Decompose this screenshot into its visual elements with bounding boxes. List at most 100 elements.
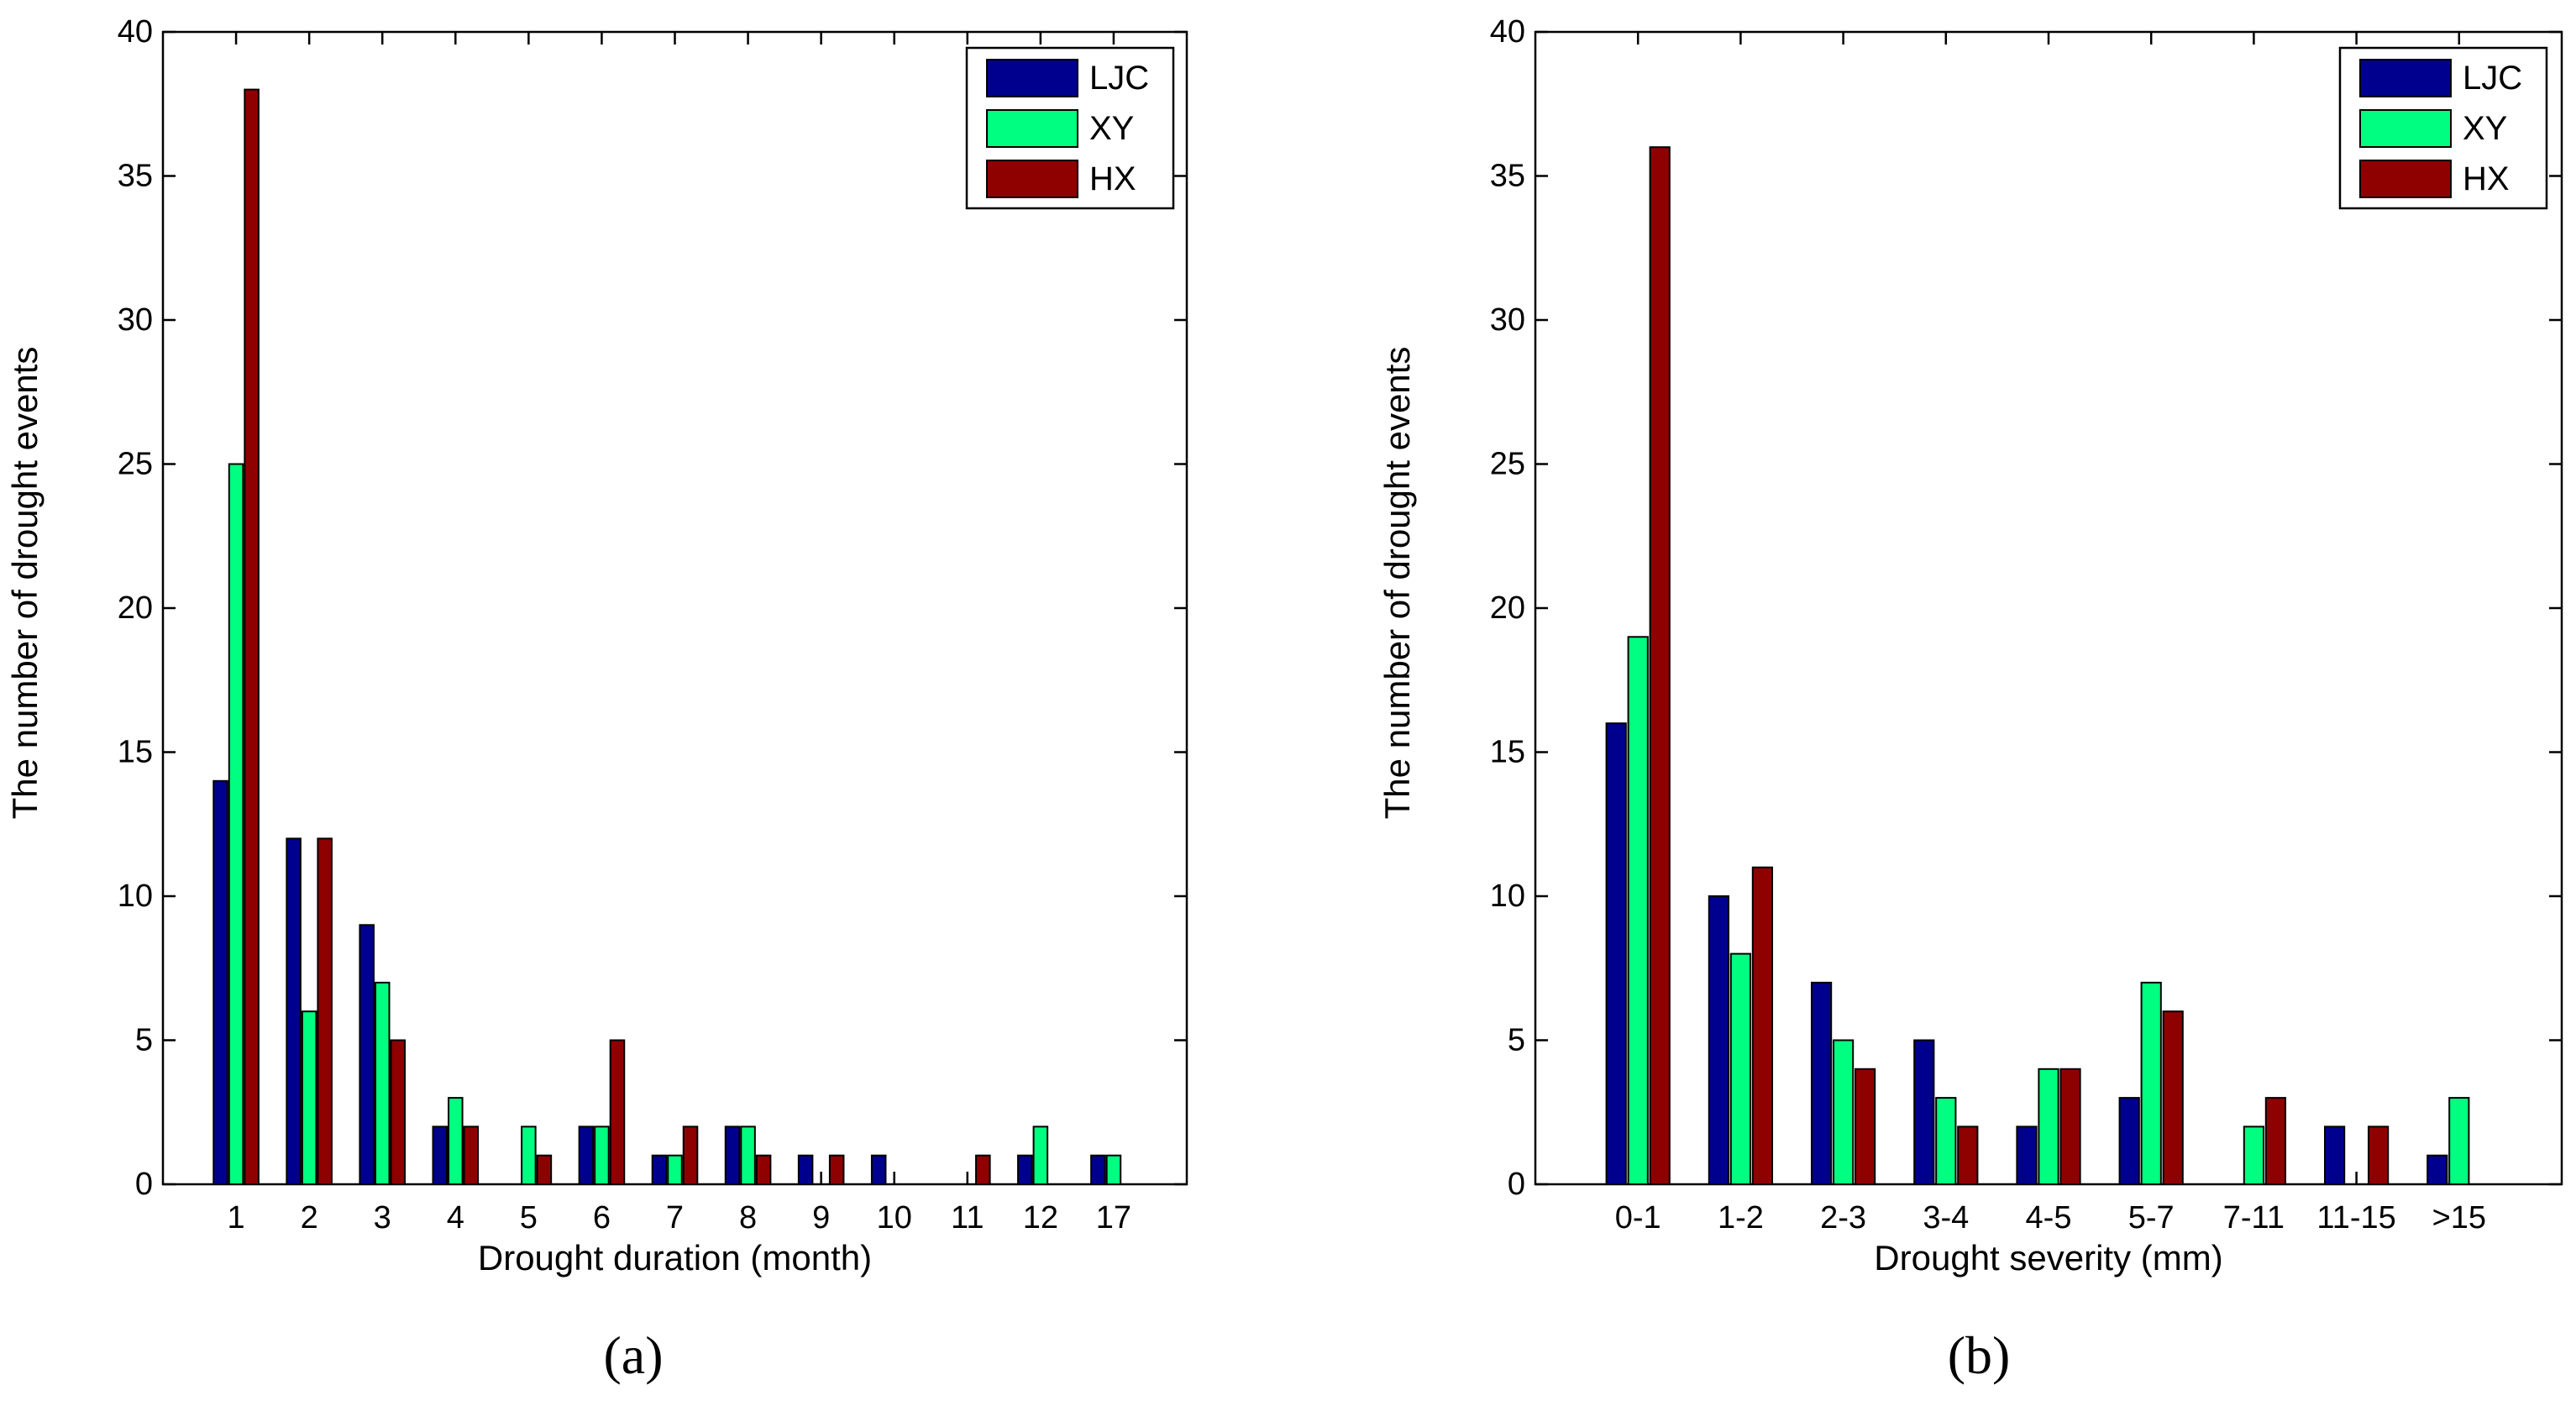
bar-xy — [1832, 1039, 1855, 1185]
x-tick-label: 12 — [1023, 1200, 1058, 1236]
bar-xy — [2243, 1125, 2265, 1186]
y-tick-label: 15 — [1490, 735, 1525, 770]
plot-area — [1534, 30, 2563, 1186]
legend-swatch-hx — [986, 160, 1078, 198]
bar-ljc — [1090, 1154, 1106, 1185]
x-tick-label: 17 — [1096, 1200, 1131, 1236]
y-tick-label: 35 — [118, 159, 153, 194]
bar-ljc — [432, 1125, 449, 1186]
x-tick-label: 5-7 — [2128, 1200, 2175, 1236]
bar-ljc — [578, 1125, 595, 1186]
y-tick-label: 5 — [135, 1023, 153, 1058]
y-tick-label: 30 — [118, 302, 153, 338]
legend-label-ljc: LJC — [2463, 60, 2522, 97]
bar-hx — [755, 1154, 772, 1185]
bar-xy — [740, 1125, 756, 1186]
bar-ljc — [1708, 895, 1730, 1185]
x-tick-label: 4 — [447, 1200, 464, 1236]
panel-caption: (b) — [1948, 1325, 2011, 1385]
x-tick-label: 2 — [301, 1200, 318, 1236]
legend-swatch-xy — [986, 109, 1078, 148]
bar-ljc — [1913, 1039, 1935, 1185]
y-tick-label: 0 — [1508, 1167, 1525, 1202]
y-tick-label: 20 — [1490, 590, 1525, 626]
x-tick-label: 9 — [812, 1200, 830, 1236]
y-tick-label: 35 — [1490, 159, 1525, 194]
y-tick-label: 30 — [1490, 302, 1525, 338]
x-tick-label: 11-15 — [2316, 1200, 2395, 1236]
bar-xy — [1105, 1154, 1122, 1185]
legend-label-xy: XY — [1089, 110, 1134, 147]
legend-swatch-xy — [2359, 109, 2452, 148]
bar-hx — [1649, 146, 1671, 1186]
bar-hx — [463, 1125, 480, 1186]
x-axis-label: Drought duration (month) — [478, 1238, 872, 1277]
bar-hx — [2367, 1125, 2390, 1186]
x-tick-label: 11 — [951, 1200, 984, 1236]
x-tick-label: 1-2 — [1718, 1200, 1764, 1236]
bar-ljc — [2016, 1125, 2038, 1186]
x-tick-label: 3 — [374, 1200, 391, 1236]
legend-swatch-ljc — [2359, 59, 2452, 97]
y-tick-label: 40 — [1490, 14, 1525, 50]
x-axis-label: Drought severity (mm) — [1874, 1238, 2222, 1277]
bar-hx — [2264, 1097, 2287, 1185]
bar-ljc — [2118, 1097, 2140, 1185]
y-tick-label: 10 — [118, 879, 153, 914]
bar-hx — [2162, 1010, 2184, 1185]
bar-hx — [1854, 1068, 1876, 1186]
bar-xy — [228, 463, 244, 1185]
legend-swatch-hx — [2359, 160, 2452, 198]
bar-xy — [1935, 1097, 1957, 1185]
bar-ljc — [870, 1154, 887, 1185]
bar-hx — [390, 1039, 407, 1185]
bar-xy — [1627, 636, 1649, 1185]
y-tick-label: 40 — [118, 14, 153, 50]
legend: LJC XY HX — [965, 46, 1175, 210]
y-tick-label: 25 — [1490, 447, 1525, 482]
chart-panel-b: 0 5 10 15 20 25 30 35 40 0-1 1-2 2-3 3-4 4-5 5-7 7-11 11… — [1377, 14, 2563, 1385]
x-tick-label: 4-5 — [2026, 1200, 2072, 1236]
legend: LJC XY HX — [2338, 46, 2548, 210]
bar-ljc — [724, 1125, 741, 1186]
y-tick-label: 5 — [1508, 1023, 1525, 1058]
bar-xy — [2140, 981, 2162, 1186]
bar-xy — [374, 981, 391, 1186]
legend-label-xy: XY — [2463, 110, 2507, 147]
x-tick-label: 2-3 — [1820, 1200, 1866, 1236]
bar-ljc — [2426, 1154, 2448, 1185]
bar-xy — [448, 1097, 464, 1185]
y-tick-label: 20 — [118, 590, 153, 626]
legend-label-hx: HX — [1089, 160, 1136, 197]
bar-xy — [521, 1125, 537, 1186]
y-tick-label: 0 — [135, 1167, 153, 1202]
x-tick-label: 8 — [739, 1200, 757, 1236]
bar-hx — [536, 1154, 553, 1185]
x-tick-label: 7 — [666, 1200, 684, 1236]
x-tick-label: 1 — [228, 1200, 245, 1236]
bar-xy — [2448, 1097, 2470, 1185]
bar-ljc — [797, 1154, 814, 1185]
bar-xy — [2038, 1068, 2059, 1186]
x-tick-label: >15 — [2432, 1200, 2486, 1236]
bar-hx — [1957, 1125, 1979, 1186]
y-axis-label: The number of drought events — [5, 347, 45, 820]
legend-label-ljc: LJC — [1089, 60, 1149, 97]
bar-hx — [317, 837, 333, 1186]
y-tick-label: 25 — [118, 447, 153, 482]
bar-hx — [975, 1154, 991, 1185]
bar-ljc — [1605, 722, 1627, 1185]
bar-xy — [1032, 1125, 1049, 1186]
bar-ljc — [651, 1154, 668, 1185]
x-tick-label: 6 — [593, 1200, 611, 1236]
x-tick-label: 3-4 — [1923, 1200, 1969, 1236]
bar-xy — [667, 1154, 683, 1185]
bar-hx — [828, 1154, 845, 1185]
bar-hx — [609, 1039, 626, 1185]
bar-hx — [244, 88, 260, 1186]
plot-area — [161, 30, 1188, 1186]
bar-ljc — [359, 924, 375, 1186]
bar-ljc — [1810, 981, 1833, 1186]
